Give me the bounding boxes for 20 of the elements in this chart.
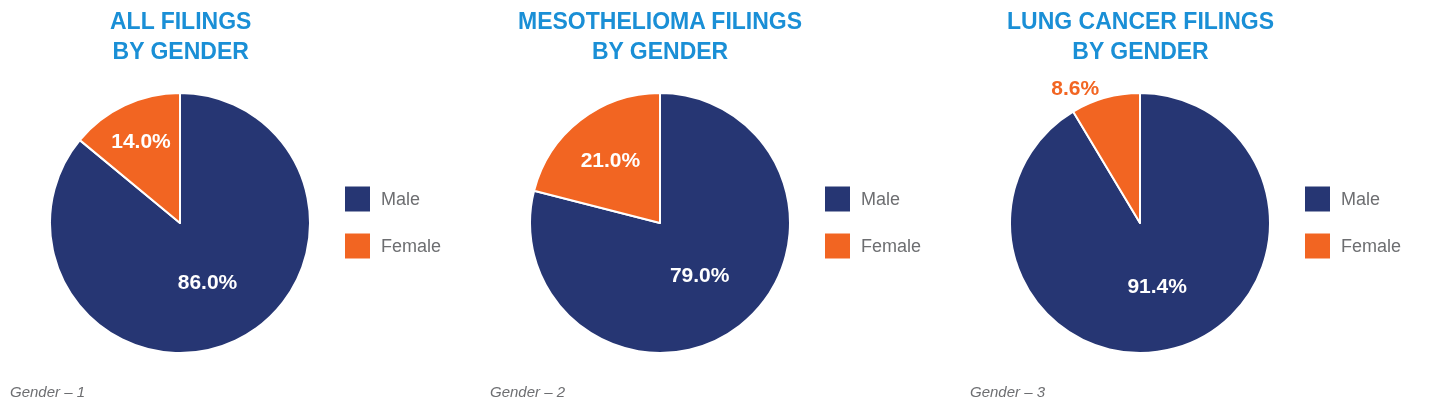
data-label: 21.0% <box>580 147 641 171</box>
pie-slice <box>49 92 311 354</box>
data-label: 91.4% <box>1127 274 1188 298</box>
chart-title: LUNG CANCER FILINGS BY GENDER <box>1007 8 1275 64</box>
legend-label: Male <box>381 189 421 209</box>
legend-label: Male <box>1341 189 1381 209</box>
legend-label: Female <box>381 236 442 256</box>
text: Gender – 2 <box>490 383 566 400</box>
data-label: 86.0% <box>177 270 238 294</box>
legend-label: Female <box>861 236 922 256</box>
chart-title: MESOTHELIOMA FILINGS BY GENDER <box>518 8 803 64</box>
chart-title: ALL FILINGS BY GENDER <box>110 8 252 64</box>
pie-slice <box>529 92 791 354</box>
data-label: 79.0% <box>669 262 730 286</box>
data-label: 14.0% <box>111 129 172 152</box>
text: Gender – 3 <box>970 383 1046 400</box>
text: Gender – 1 <box>10 383 86 400</box>
data-label: 8.6% <box>1051 75 1100 99</box>
legend-label: Male <box>861 189 901 209</box>
legend-label: Female <box>1341 236 1402 256</box>
